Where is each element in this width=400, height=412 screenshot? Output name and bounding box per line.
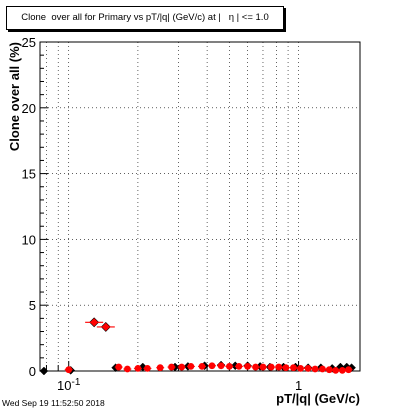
y-axis-label: Clone over all (%) (7, 42, 22, 151)
data-point-red (311, 365, 319, 373)
y-tick-label: 10 (22, 232, 36, 247)
data-point-red (134, 364, 142, 372)
data-marks (39, 317, 356, 376)
data-point-red (332, 366, 340, 374)
chart-title: Clone over all for Primary vs pT/|q| (Ge… (6, 6, 284, 30)
data-point-red (325, 366, 333, 374)
data-point-red (252, 363, 259, 371)
data-point-red (144, 364, 151, 372)
data-point-red (275, 363, 283, 371)
y-tick-label: 25 (22, 35, 36, 50)
data-point-red (290, 364, 297, 372)
data-point-red (345, 366, 352, 374)
data-point-red (304, 364, 312, 372)
y-tick-label: 5 (29, 298, 36, 313)
data-point-red (178, 363, 186, 371)
data-point-red (123, 365, 131, 373)
data-point-red (168, 363, 175, 371)
grid-lines (40, 42, 360, 371)
y-tick-label: 20 (22, 101, 36, 116)
x-axis-label: pT/|q| (GeV/c) (276, 391, 360, 406)
data-point-red (267, 363, 275, 371)
data-point-red (115, 363, 123, 371)
data-point-red (156, 364, 164, 372)
data-point-red (235, 362, 243, 370)
data-point-red (282, 364, 290, 372)
data-point-red (244, 362, 251, 370)
data-point-red (225, 362, 233, 370)
data-point-red (65, 366, 73, 374)
data-point-black (39, 366, 49, 376)
data-point-red (187, 362, 195, 370)
x-tick-label: 1 (295, 378, 302, 393)
data-point-red (259, 363, 267, 371)
data-point-red (338, 366, 346, 374)
data-point-red (208, 362, 216, 370)
data-point-red (217, 362, 225, 370)
data-point-red (319, 365, 326, 373)
y-tick-label: 15 (22, 167, 36, 182)
data-point-red (198, 362, 206, 370)
data-point-red (297, 364, 304, 372)
datestamp: Wed Sep 19 11:52:50 2018 (2, 398, 105, 408)
plot-frame (39, 41, 361, 372)
y-tick-label: 0 (29, 364, 36, 379)
